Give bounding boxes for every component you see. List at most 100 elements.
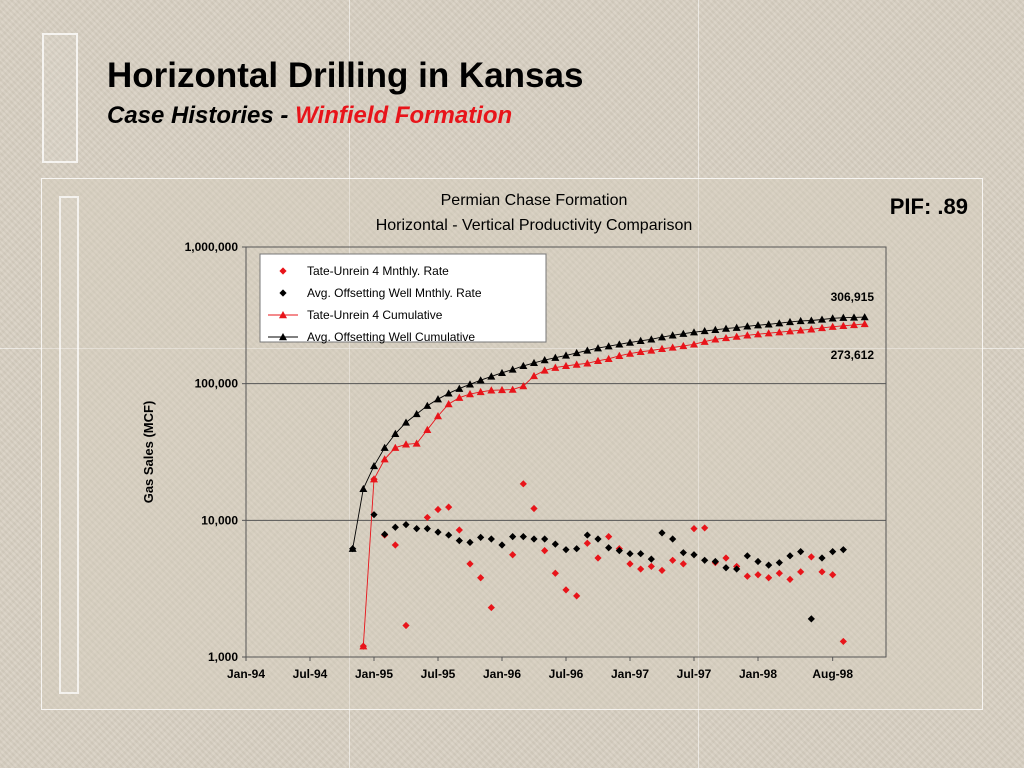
x-tick-label: Jan-97	[611, 667, 649, 681]
series-4-point	[370, 461, 378, 470]
series-2-point	[807, 615, 815, 623]
series-1-point	[455, 526, 463, 534]
series-3-point	[754, 330, 762, 338]
chart-canvas: 1,000 10,000 100,000 1,000,000 Jan-94 Jul-94…	[141, 192, 968, 681]
series-1-point	[679, 560, 687, 568]
series-3-point	[658, 344, 666, 352]
x-tick-label: Jul-96	[549, 667, 584, 681]
series-4-point	[658, 333, 666, 341]
series-4-point	[668, 331, 677, 339]
series-4-point	[423, 401, 432, 409]
series-3-point	[711, 335, 720, 343]
series-2-point	[466, 538, 474, 546]
series-1-point	[541, 547, 549, 555]
legend-marker-swatch	[279, 289, 287, 297]
series-3-point	[530, 371, 538, 380]
guide-line-horizontal	[0, 348, 1024, 349]
series-3-point	[764, 329, 773, 337]
series-2-point	[626, 550, 634, 558]
legend-label: Avg. Offsetting Well Mnthly. Rate	[307, 286, 482, 300]
series-2-point	[573, 545, 581, 553]
series-3-point	[476, 387, 485, 396]
legend-box	[259, 253, 547, 343]
series-1-point	[402, 621, 410, 630]
series-4-point	[818, 315, 826, 323]
series-3-point	[839, 321, 848, 330]
series-1-point	[509, 551, 517, 559]
series-2-point	[775, 559, 783, 567]
x-tick-label: Jan-96	[483, 667, 521, 681]
series-4-point	[412, 409, 421, 418]
series-2-point	[541, 535, 549, 543]
series-2-point	[605, 544, 613, 552]
series-1-point	[765, 574, 773, 582]
x-tick-label: Jan-98	[739, 667, 777, 681]
y-tick-label: 100,000	[195, 377, 239, 391]
series-4-point	[487, 372, 496, 380]
series-2-point	[829, 548, 837, 556]
series-2-point	[509, 533, 517, 541]
series-3-point	[796, 326, 805, 334]
x-tick-label: Jan-94	[227, 667, 265, 681]
legend-label: Tate-Unrein 4 Mnthly. Rate	[307, 264, 449, 278]
series-1-point	[519, 480, 527, 488]
series-2-point	[637, 550, 645, 558]
series-1-point	[669, 556, 677, 564]
series-4-point	[583, 346, 592, 354]
grid-lines	[242, 246, 886, 661]
series-3-point	[679, 341, 688, 350]
series-1-point	[391, 541, 399, 549]
series-2-point	[434, 528, 442, 536]
series-1-point	[583, 539, 591, 547]
series-2-point	[733, 565, 741, 573]
series-2-point	[391, 523, 399, 531]
series-4-point	[476, 376, 485, 384]
series-3-point	[818, 323, 826, 332]
series-1-point	[605, 533, 613, 541]
series-4-point	[839, 313, 848, 321]
series-4-point	[626, 338, 634, 346]
series-2-point	[679, 549, 687, 557]
series-2-point	[647, 555, 655, 563]
legend-marker-swatch	[279, 267, 287, 275]
series-1-point	[434, 505, 442, 514]
series-3-point	[434, 411, 442, 420]
decorative-frame-left	[42, 33, 78, 163]
series-3-point	[519, 382, 528, 390]
series-3-point	[551, 363, 560, 371]
series-3-point	[647, 346, 656, 354]
pif-annotation: PIF: .89	[890, 194, 968, 219]
series-1-point	[701, 524, 709, 532]
series-1-point	[445, 503, 453, 511]
series-2-point	[722, 564, 730, 572]
series-4-point	[615, 340, 624, 348]
y-axis-label: Gas Sales (MCF)	[141, 401, 156, 504]
subtitle-highlight: Winfield Formation	[295, 102, 513, 129]
legend-marker-swatch	[279, 311, 287, 319]
series-3-point	[455, 393, 464, 401]
series-3-point	[850, 320, 858, 329]
series-4-point	[455, 384, 464, 392]
legend-label: Avg. Offsetting Well Cumulative	[307, 330, 475, 344]
series-3-point	[370, 475, 378, 483]
series-4-point	[594, 344, 602, 352]
series-4-point	[636, 336, 645, 344]
x-tick-label: Jul-95	[421, 667, 456, 681]
subtitle-prefix: Case Histories -	[107, 102, 296, 129]
series-1-point	[423, 513, 431, 522]
series-2-point	[583, 531, 591, 539]
series-4-point	[551, 353, 560, 361]
series-4-point	[380, 443, 389, 451]
series-3-point	[412, 439, 421, 447]
chart-panel: 1,000 10,000 100,000 1,000,000 Jan-94 Jul-94…	[41, 178, 983, 710]
series-4-point	[444, 389, 453, 397]
chart-title: Permian Chase Formation	[441, 192, 628, 209]
series-4-point	[828, 314, 837, 322]
series-1-point	[786, 575, 794, 583]
x-tick-label: Jul-97	[677, 667, 712, 681]
series-1-point	[477, 574, 485, 582]
series-3-point	[359, 642, 368, 650]
series-2-point	[658, 529, 666, 537]
series-3-point	[487, 386, 496, 394]
series-4-point	[860, 313, 869, 321]
